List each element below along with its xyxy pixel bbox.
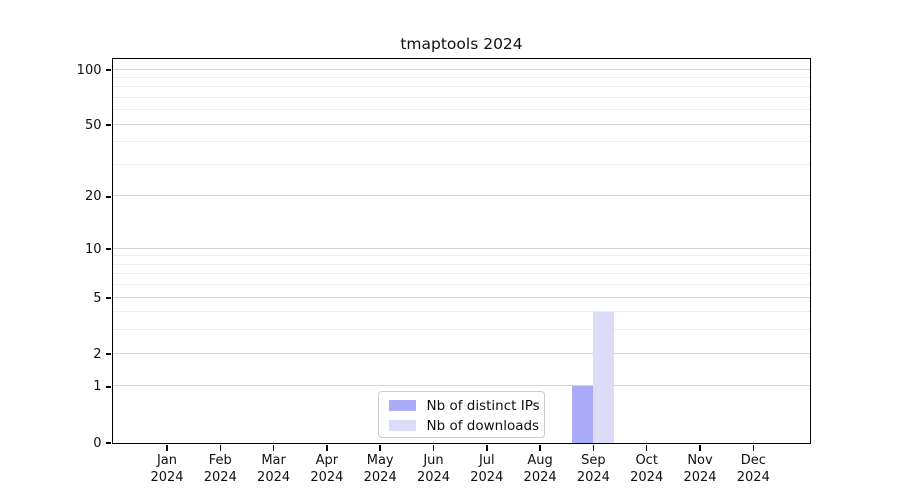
plot-area: Nb of distinct IPs Nb of downloads bbox=[111, 57, 811, 444]
y-tick-label: 1 bbox=[93, 379, 102, 395]
x-tick-label: Jun 2024 bbox=[416, 453, 451, 485]
legend-item: Nb of downloads bbox=[388, 416, 539, 436]
legend-swatch-distinct-ips-icon bbox=[388, 400, 416, 411]
x-tick bbox=[539, 444, 541, 451]
x-tick-label: Oct 2024 bbox=[630, 453, 664, 485]
y-tick bbox=[105, 353, 111, 355]
x-tick-label: Jul 2024 bbox=[470, 453, 504, 485]
x-tick bbox=[432, 444, 435, 451]
gridline-minor bbox=[112, 263, 810, 265]
y-tick bbox=[105, 69, 111, 71]
x-tick-label: Aug 2024 bbox=[523, 453, 557, 485]
gridline-minor bbox=[112, 97, 810, 98]
legend-swatch-downloads-icon bbox=[388, 420, 416, 431]
gridline-major bbox=[112, 385, 810, 387]
legend-label: Nb of distinct IPs bbox=[426, 397, 540, 414]
gridline-minor bbox=[112, 255, 810, 257]
gridline-major bbox=[112, 352, 810, 354]
legend-label: Nb of downloads bbox=[426, 417, 540, 434]
y-tick-label: 10 bbox=[84, 241, 102, 257]
x-tick bbox=[752, 444, 755, 451]
y-tick bbox=[105, 196, 111, 198]
x-tick-label: Dec 2024 bbox=[736, 453, 770, 485]
x-tick bbox=[379, 444, 381, 451]
gridline-minor bbox=[112, 109, 810, 111]
gridline-major bbox=[112, 195, 810, 197]
x-tick bbox=[645, 444, 648, 451]
x-tick bbox=[699, 444, 701, 451]
x-tick-label: Nov 2024 bbox=[683, 453, 717, 485]
x-tick-label: Mar 2024 bbox=[257, 453, 291, 485]
y-tick bbox=[105, 248, 111, 250]
x-tick-label: Apr 2024 bbox=[310, 453, 344, 485]
gridline-minor bbox=[112, 311, 810, 313]
x-tick bbox=[592, 444, 595, 451]
gridline-minor bbox=[112, 141, 810, 143]
y-tick bbox=[105, 297, 111, 299]
gridline-major bbox=[112, 247, 810, 249]
y-tick-label: 2 bbox=[93, 346, 102, 362]
x-tick bbox=[272, 444, 275, 451]
gridline-minor bbox=[112, 86, 810, 88]
legend: Nb of distinct IPs Nb of downloads bbox=[377, 390, 545, 438]
x-tick-label: May 2024 bbox=[363, 453, 397, 485]
x-tick-label: Feb 2024 bbox=[203, 453, 237, 485]
y-tick-label: 20 bbox=[84, 189, 102, 205]
plot-inner: Nb of distinct IPs Nb of downloads bbox=[112, 59, 810, 443]
chart-title: tmaptools 2024 bbox=[400, 35, 523, 53]
y-tick-label: 0 bbox=[93, 435, 102, 451]
gridline-major bbox=[112, 296, 810, 298]
y-tick bbox=[105, 442, 111, 444]
gridline-minor bbox=[112, 163, 810, 165]
bar-nb-of-downloads bbox=[592, 312, 615, 443]
y-tick bbox=[105, 124, 111, 126]
y-tick-label: 5 bbox=[93, 290, 102, 306]
x-tick bbox=[219, 444, 222, 451]
y-tick bbox=[105, 386, 111, 388]
gridline-minor bbox=[112, 76, 810, 78]
y-tick-label: 100 bbox=[76, 62, 102, 78]
x-tick bbox=[166, 444, 168, 451]
gridline-minor bbox=[112, 273, 810, 275]
x-tick bbox=[486, 444, 488, 451]
gridline-major bbox=[112, 68, 810, 70]
x-tick-label: Jan 2024 bbox=[150, 453, 184, 485]
x-tick-label: Sep 2024 bbox=[576, 453, 610, 485]
gridline-major bbox=[112, 123, 810, 125]
gridline-minor bbox=[112, 329, 810, 331]
bar-nb-of-distinct-ips bbox=[571, 386, 593, 443]
legend-item: Nb of distinct IPs bbox=[388, 396, 540, 416]
x-tick bbox=[326, 444, 328, 451]
gridline-minor bbox=[112, 284, 810, 286]
y-tick-label: 50 bbox=[84, 117, 102, 133]
